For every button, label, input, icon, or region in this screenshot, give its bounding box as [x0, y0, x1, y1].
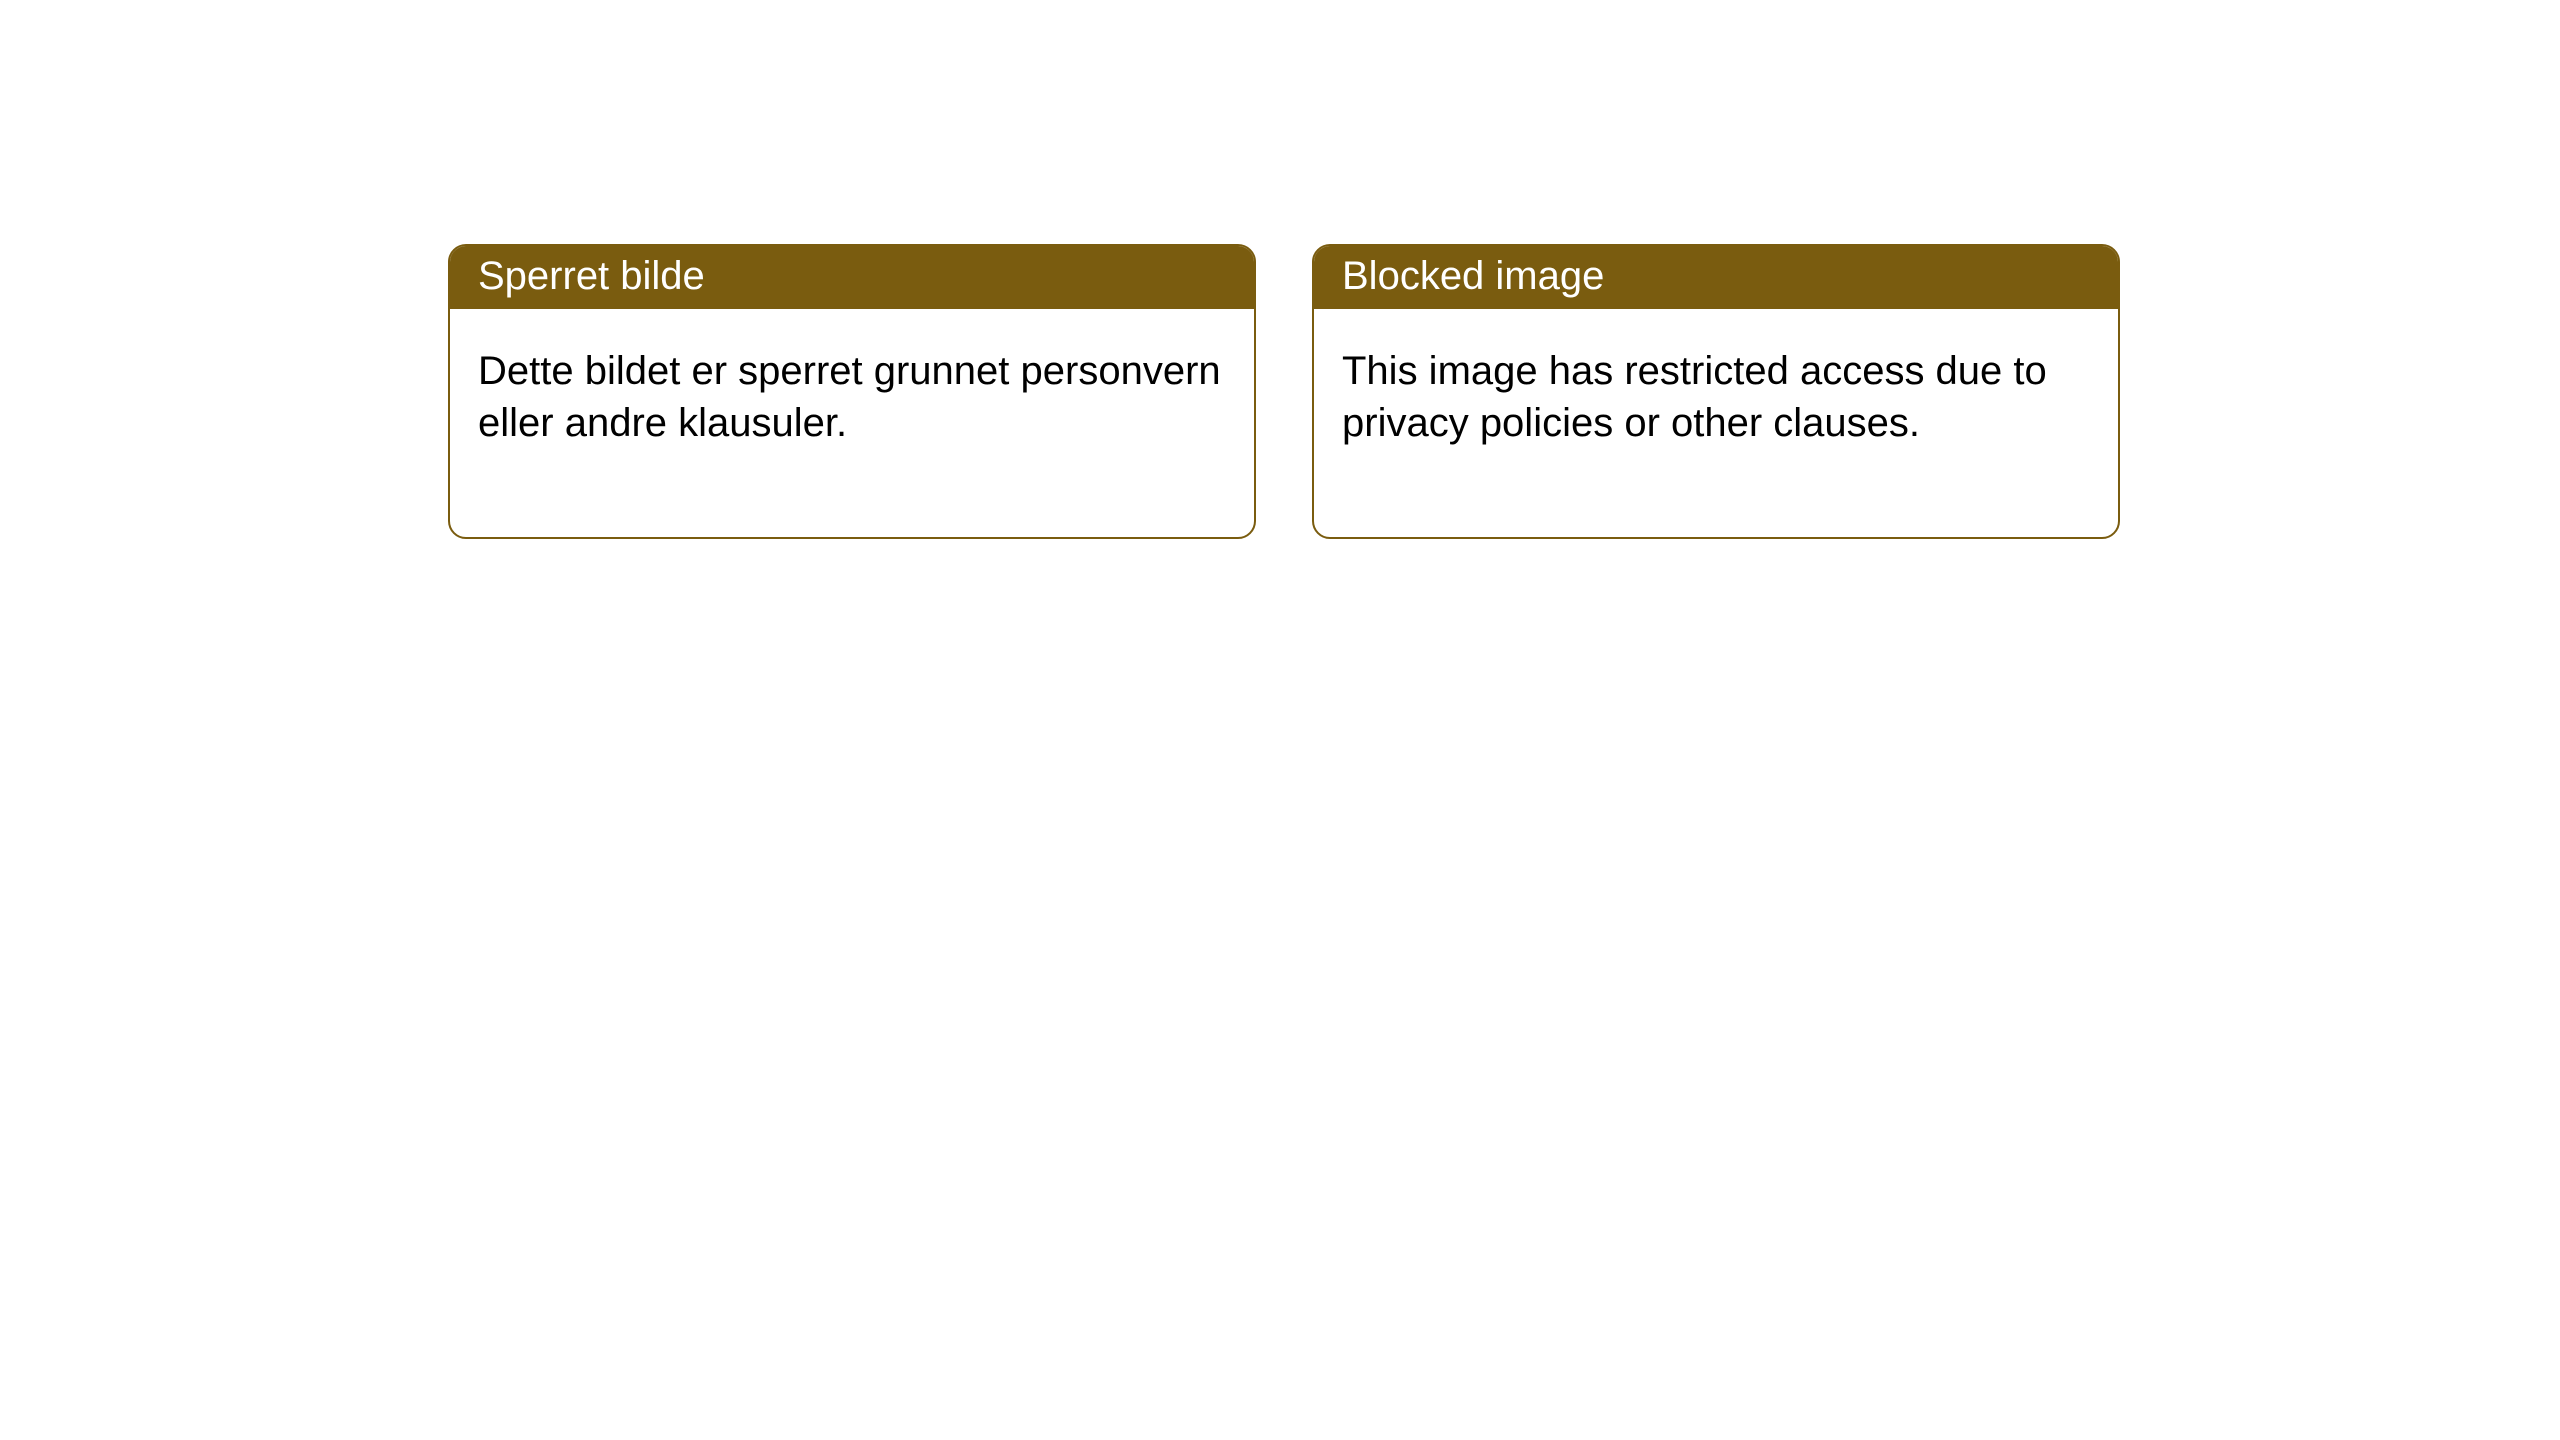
notice-header: Sperret bilde [450, 246, 1254, 309]
notice-box-norwegian: Sperret bilde Dette bildet er sperret gr… [448, 244, 1256, 539]
notice-header: Blocked image [1314, 246, 2118, 309]
notice-box-english: Blocked image This image has restricted … [1312, 244, 2120, 539]
notice-body: This image has restricted access due to … [1314, 309, 2118, 537]
notice-container: Sperret bilde Dette bildet er sperret gr… [0, 0, 2560, 539]
notice-body: Dette bildet er sperret grunnet personve… [450, 309, 1254, 537]
